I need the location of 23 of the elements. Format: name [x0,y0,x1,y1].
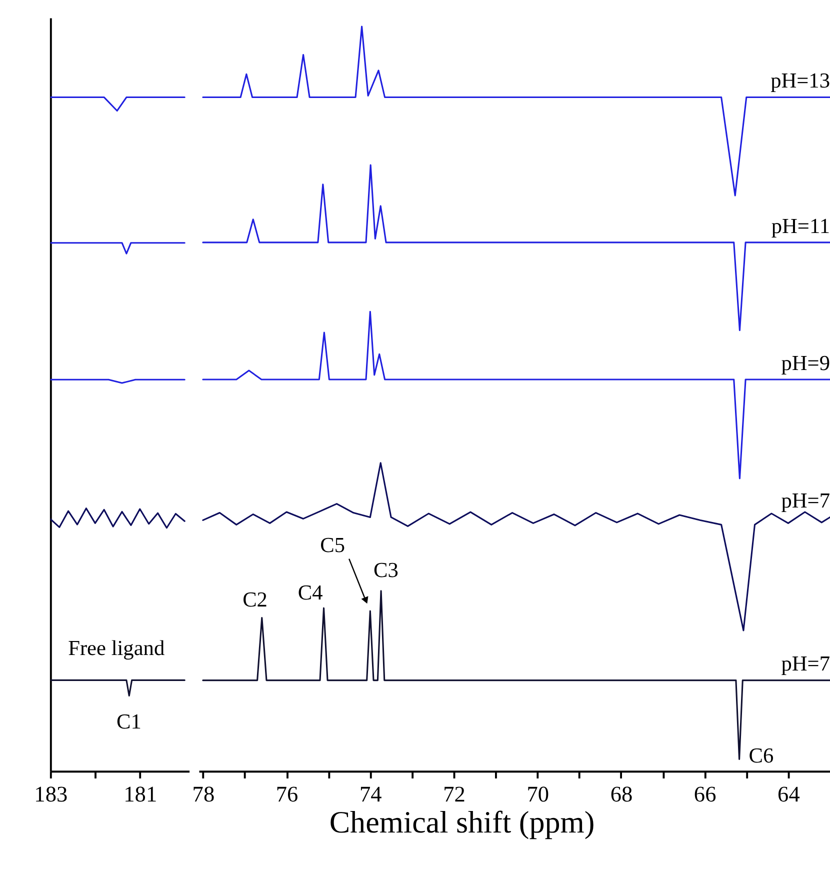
series-label: pH=9 [781,350,830,375]
annotation: C1 [116,710,142,734]
annotation: C6 [748,743,774,768]
annotation: Free ligand [68,636,165,660]
x-tick-label: 74 [360,782,382,807]
series-label: pH=7 [781,488,830,513]
annotation: C4 [298,580,324,605]
x-tick-label: 183 [34,782,68,807]
x-tick-label: 64 [778,782,800,807]
series-label: pH=11 [771,214,830,238]
x-tick-label: 76 [276,782,298,807]
x-tick-label: 78 [192,782,215,807]
annotation: C2 [242,587,268,612]
x-tick-label: 181 [124,782,158,807]
x-axis-title: Chemical shift (ppm) [329,804,595,840]
series-label: pH=13 [770,68,830,93]
x-tick-label: 72 [443,782,466,807]
series-label: pH=7 [781,652,830,676]
x-tick-label: 68 [610,782,633,807]
x-tick-label: 70 [526,782,550,807]
annotation: C5 [320,533,346,558]
x-tick-label: 66 [694,782,716,807]
annotation: C3 [373,558,398,582]
